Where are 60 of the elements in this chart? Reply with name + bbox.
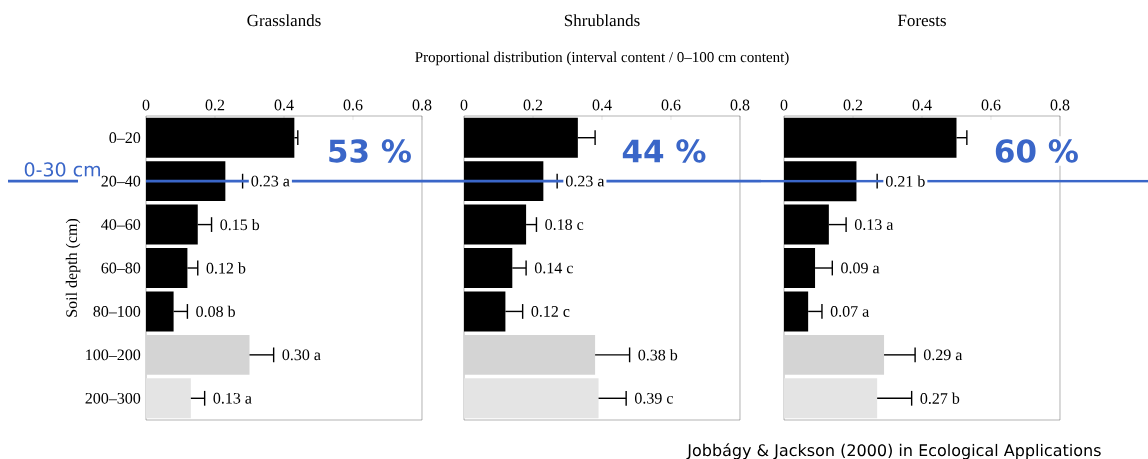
ref-line-label: 0-30 cm xyxy=(24,162,101,177)
data-label: 0.07 a xyxy=(830,306,870,317)
text: Jobbágy & Jackson (2000) in Ecological Applications xyxy=(686,443,1101,459)
x-tick-label: 0.2 xyxy=(523,99,543,111)
bar xyxy=(146,117,295,158)
bar xyxy=(784,334,885,375)
bar xyxy=(464,378,599,419)
data-label: 0.13 a xyxy=(213,392,252,404)
x-tick-label: 0.8 xyxy=(1050,99,1070,111)
y-tick-label: 20–40 xyxy=(101,175,141,187)
annotation: 44 % xyxy=(622,139,706,163)
chart-title: Forests xyxy=(897,14,946,27)
x-tick-label: 0 xyxy=(780,99,788,111)
bar xyxy=(784,161,857,202)
data-label: 0.39 c xyxy=(634,392,673,404)
data-label: 0.23 a xyxy=(251,175,290,187)
data-label: 0.15 b xyxy=(220,218,260,231)
data-label: 0.12 b xyxy=(206,262,246,274)
annotation: 60 % xyxy=(995,139,1078,163)
x-tick-label: 0.6 xyxy=(661,99,681,111)
data-label: 0.09 a xyxy=(841,262,880,274)
x-tick-label: 0 xyxy=(460,99,468,111)
y-tick-label: 100–200 xyxy=(86,349,141,361)
x-tick-label: 0.4 xyxy=(274,99,294,111)
bar xyxy=(464,161,544,202)
x-tick-label: 0.2 xyxy=(205,99,225,111)
x-tick-label: 0.4 xyxy=(912,99,932,111)
data-label: 0.23 a xyxy=(565,175,605,187)
y-tick-label: 80–100 xyxy=(93,306,141,317)
x-tick-label: 0.8 xyxy=(730,99,750,111)
data-label: 0.30 a xyxy=(282,349,321,361)
bar xyxy=(146,378,191,419)
data-label: 0.18 c xyxy=(545,219,584,230)
y-tick-label: 60–80 xyxy=(101,262,141,274)
data-label: 0.27 b xyxy=(920,392,960,404)
x-tick-label: 0.2 xyxy=(843,99,863,111)
y-tick-label: 0–20 xyxy=(109,132,141,144)
data-label: 0.08 b xyxy=(196,305,235,318)
x-tick-label: 0.4 xyxy=(592,99,612,111)
bar xyxy=(784,378,878,419)
bar xyxy=(146,334,250,375)
data-label: 0.38 b xyxy=(638,349,678,361)
y-tick-label: 40–60 xyxy=(101,219,141,230)
x-tick-label: 0.6 xyxy=(981,99,1001,111)
annotation: 53 % xyxy=(329,139,411,163)
data-label: 0.12 c xyxy=(531,306,570,317)
x-tick-label: 0.8 xyxy=(412,99,432,111)
data-label: 0.29 a xyxy=(923,349,963,361)
chart-title: Grasslands xyxy=(247,14,321,27)
chart-title: Shrublands xyxy=(564,14,640,27)
x-tick-label: 0.6 xyxy=(343,99,363,111)
data-label: 0.21 b xyxy=(885,175,925,187)
bar xyxy=(464,334,596,375)
data-label: 0.13 a xyxy=(854,219,894,230)
x-axis-title: Proportional distribution (interval content / 0–100 cm content) xyxy=(415,51,789,66)
bar xyxy=(146,161,226,202)
y-tick-label: 200–300 xyxy=(85,392,141,404)
x-tick-label: 0 xyxy=(142,99,150,111)
data-label: 0.14 c xyxy=(534,262,573,274)
y-axis-title: Soil depth (cm) xyxy=(65,218,81,317)
